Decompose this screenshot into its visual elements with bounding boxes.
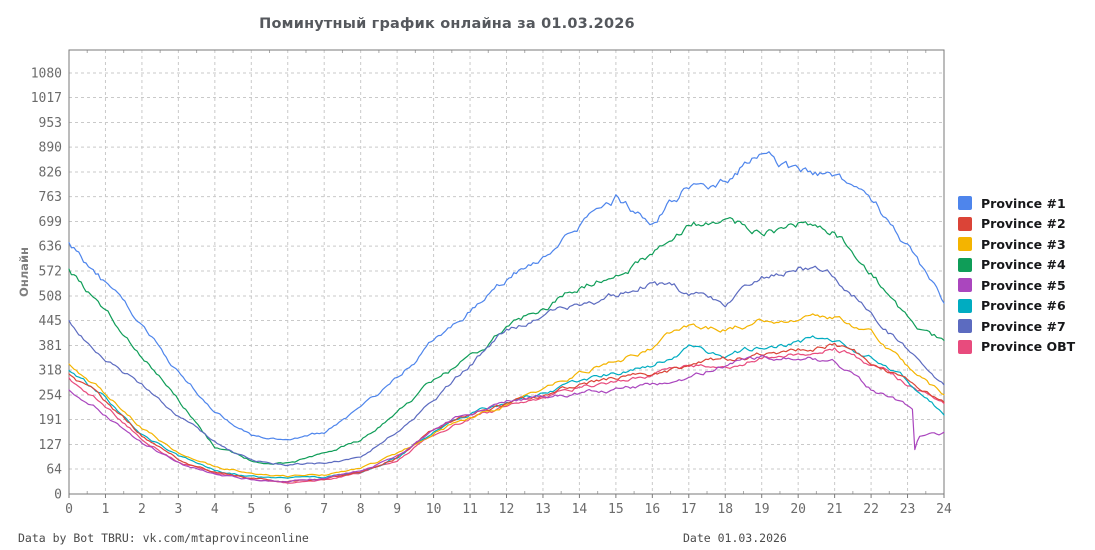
legend-swatch [958, 196, 972, 210]
x-tick-label: 5 [247, 502, 255, 517]
legend-swatch [958, 237, 972, 251]
series-line-province-3 [68, 313, 945, 478]
x-tick-label: 18 [717, 502, 733, 517]
x-tick-label: 8 [357, 502, 365, 517]
y-tick-label: 64 [46, 463, 62, 478]
y-tick-label: 381 [39, 339, 62, 354]
x-tick-label: 11 [462, 502, 478, 517]
legend-item-province-2: Province #2 [958, 216, 1075, 231]
legend-label: Province #4 [981, 257, 1066, 272]
x-tick-label: 22 [863, 502, 879, 517]
series-line-province-6 [68, 335, 945, 479]
x-tick-label: 9 [393, 502, 401, 517]
y-tick-label: 636 [39, 240, 62, 255]
legend-label: Province #6 [981, 298, 1066, 313]
x-tick-label: 20 [790, 502, 806, 517]
y-tick-label: 1017 [31, 91, 62, 106]
x-tick-label: 1 [102, 502, 110, 517]
x-tick-label: 17 [681, 502, 697, 517]
x-tick-label: 19 [754, 502, 770, 517]
legend-swatch [958, 298, 972, 313]
x-tick-label: 3 [174, 502, 182, 517]
series-line-province-5 [68, 354, 945, 483]
legend-label: Province OBT [981, 339, 1076, 354]
series-line-province-1 [68, 151, 945, 441]
legend-item-province-obt: Province OBT [958, 339, 1076, 354]
x-tick-label: 24 [936, 502, 952, 517]
x-tick-label: 13 [535, 502, 551, 517]
series-line-province-4 [68, 217, 945, 465]
x-tick-label: 10 [426, 502, 442, 517]
y-tick-label: 890 [39, 141, 62, 156]
x-tick-label: 15 [608, 502, 624, 517]
legend-label: Province #1 [981, 195, 1066, 211]
legend-item-province-5: Province #5 [958, 277, 1075, 293]
x-tick-label: 14 [572, 502, 588, 517]
legend-item-province-3: Province #3 [958, 236, 1075, 252]
footer-date: Date 01.03.2026 [683, 531, 787, 545]
footer-credit: Data by Bot TBRU: vk.com/mtaprovinceonli… [18, 531, 309, 545]
legend-swatch [958, 278, 972, 292]
x-tick-label: 0 [65, 502, 73, 517]
x-tick-label: 4 [211, 502, 219, 517]
legend: Province #1 Province #2 Province #3 Provinc… [958, 196, 1075, 354]
legend-label: Province #3 [981, 236, 1066, 252]
y-tick-label: 572 [39, 265, 62, 280]
y-tick-label: 1080 [31, 67, 62, 82]
y-tick-label: 508 [39, 289, 62, 304]
legend-swatch [958, 339, 972, 354]
y-tick-label: 953 [39, 116, 62, 131]
legend-item-province-7: Province #7 [958, 318, 1075, 334]
x-tick-label: 6 [284, 502, 292, 517]
y-tick-label: 445 [39, 314, 62, 329]
y-tick-label: 826 [39, 166, 62, 181]
series-line-province-2 [68, 342, 945, 483]
legend-item-province-1: Province #1 [958, 195, 1075, 211]
x-tick-label: 7 [320, 502, 328, 517]
legend-label: Province #5 [981, 277, 1066, 293]
y-tick-label: 127 [39, 438, 62, 453]
legend-swatch [958, 216, 972, 231]
y-tick-label: 254 [39, 388, 63, 403]
x-tick-label: 23 [900, 502, 916, 517]
legend-swatch [958, 257, 972, 272]
y-tick-label: 191 [39, 413, 62, 428]
y-tick-label: 318 [39, 364, 62, 379]
chart-title: Поминутный график онлайна за 01.03.2026 [259, 16, 635, 32]
legend-label: Province #7 [981, 318, 1066, 334]
y-tick-label: 0 [54, 488, 62, 503]
legend-swatch [958, 319, 972, 333]
legend-item-province-4: Province #4 [958, 257, 1075, 272]
y-tick-label: 699 [39, 215, 62, 230]
x-tick-label: 12 [499, 502, 515, 517]
x-tick-label: 2 [138, 502, 146, 517]
legend-item-province-6: Province #6 [958, 298, 1075, 313]
x-tick-label: 16 [645, 502, 661, 517]
series-line-province-7 [68, 265, 945, 467]
y-tick-label: 763 [39, 190, 62, 205]
legend-label: Province #2 [981, 216, 1066, 231]
x-tick-label: 21 [827, 502, 843, 517]
